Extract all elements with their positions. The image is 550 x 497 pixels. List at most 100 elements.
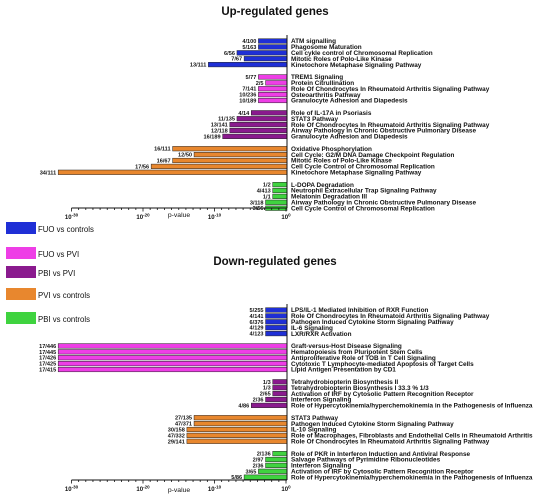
legend-label: PBI vs controls	[38, 315, 90, 324]
up-regulated-panel: 4/100 ATM signalling 5/163 Phagosome Matura…	[40, 35, 490, 221]
count-label: 5/77	[246, 75, 257, 81]
count-label: 2/65	[260, 392, 271, 398]
bar-0-0-4	[208, 62, 288, 68]
count-label: 30/158	[168, 428, 185, 434]
bar-0-3-0	[172, 146, 288, 152]
pathway-label: Role Of Chondrocytes In Rheumatoid Arthr…	[291, 122, 490, 129]
count-label: 3/65	[246, 469, 257, 475]
pathway-label: Pathogen Induced Cytokine Storm Signalin…	[291, 319, 454, 326]
legend-swatch	[6, 288, 36, 300]
pathway-label: IL-10 Signaling	[291, 427, 337, 434]
pathway-label: Role of Macrophages, Fibroblasts and End…	[291, 433, 533, 440]
pathway-label: L-DOPA Degradation	[291, 182, 354, 189]
x-tick-label: 10-10	[208, 212, 222, 221]
pathway-label: LPS/IL-1 Mediated Inhibition of RXR Func…	[291, 307, 428, 314]
count-label: 10/189	[239, 99, 256, 105]
count-label: 34/111	[40, 170, 57, 176]
bar-1-1-4	[57, 366, 288, 373]
count-label: 17/445	[39, 350, 56, 356]
bar-1-3-0	[193, 415, 288, 421]
bar-1-2-4	[251, 402, 288, 408]
count-label: 1/3	[263, 386, 271, 392]
bar-0-0-3	[243, 56, 288, 62]
pathway-label: Salvage Pathways of Pyrimidine Ribonucle…	[291, 457, 441, 464]
pathway-label: Granulocyte Adhesion and Diapedesis	[291, 134, 408, 141]
pathway-label: IL-6 Signaling	[291, 325, 333, 332]
pathway-label: Cytotoxic T Lymphocyte-mediated Apoptosi…	[291, 361, 474, 368]
pathway-label: Role of Hypercytokinemia/hyperchemokinem…	[291, 474, 533, 481]
x-tick-label: 10-30	[65, 212, 79, 221]
count-label: 4/129	[250, 326, 264, 332]
bar-1-0-4	[265, 331, 288, 337]
bar-1-4-4	[243, 474, 288, 480]
count-label: 10/236	[239, 93, 256, 99]
pathway-label: Tetrahydrobiopterin Biosynthesis I 33.3 …	[291, 385, 429, 392]
pathway-label: Hematopoiesis from Pluripotent Stem Cell…	[291, 349, 423, 356]
bar-1-1-0	[57, 343, 288, 349]
bar-1-2-1	[272, 385, 288, 391]
pathway-label: STAT3 Pathway	[291, 116, 338, 123]
legend-label: FUO vs controls	[38, 225, 94, 234]
count-label: 47/371	[175, 422, 192, 428]
count-label: 1/3	[263, 380, 271, 386]
bar-0-2-4	[222, 133, 288, 139]
bar-0-1-4	[258, 97, 288, 104]
pathway-label: Kinetochore Metaphase Signaling Pathway	[291, 170, 422, 177]
legend-swatch	[6, 247, 36, 259]
legend-swatch	[6, 222, 36, 234]
count-label: 5/163	[242, 45, 256, 51]
bar-0-2-1	[236, 116, 288, 122]
pathway-label: Granulocyte Adhesion and Diapedesis	[291, 98, 408, 105]
count-label: 4/123	[250, 332, 264, 338]
count-label: 12/118	[211, 129, 228, 135]
x-tick-label: 10-20	[136, 212, 150, 221]
count-label: 11/135	[218, 117, 235, 123]
chart-title-down: Down-regulated genes	[213, 256, 336, 268]
count-label: 4/14	[238, 111, 250, 117]
pathway-label: Airway Pathology in Chronic Obstructive …	[291, 128, 476, 135]
count-label: 4/100	[242, 39, 256, 45]
pathway-label: LXR/RXR Activation	[291, 331, 352, 338]
count-label: 5/86	[231, 475, 242, 481]
bar-0-1-3	[258, 92, 288, 98]
bar-0-1-1	[265, 80, 288, 86]
pathway-label: Activation of IRF by Cytosolic Pattern R…	[291, 469, 474, 476]
bar-1-1-2	[57, 355, 288, 361]
bar-0-3-4	[57, 169, 288, 175]
bar-0-4-3	[265, 199, 288, 205]
pathway-label: Interferon Signaling	[291, 463, 351, 470]
chart-title-up: Up-regulated genes	[221, 6, 328, 18]
bar-1-0-0	[265, 307, 288, 313]
bar-1-0-1	[265, 313, 288, 319]
pathway-label: Kinetochore Metaphase Signaling Pathway	[291, 62, 422, 69]
pathway-label: Protein Citrullination	[291, 80, 354, 87]
count-label: 17/415	[39, 368, 56, 374]
bar-0-1-2	[258, 86, 288, 92]
x-tick-label: 100	[281, 484, 291, 493]
count-label: 17/426	[39, 356, 56, 362]
pathway-label: Lipid Antigen Presentation by CD1	[291, 367, 396, 374]
bar-1-3-2	[186, 426, 288, 433]
pathway-label: Role of IL-17A in Psoriasis	[291, 110, 372, 117]
legend-label: PVI vs controls	[38, 291, 90, 300]
pathway-label: Role Of Chondrocytes In Rheumatoid Arthr…	[291, 86, 490, 93]
count-label: 5/255	[250, 308, 264, 314]
pathway-label: Graft-versus-Host Disease Signaling	[291, 343, 402, 350]
bar-1-2-0	[272, 379, 288, 385]
count-label: 1/2	[263, 183, 271, 189]
count-label: 3/56	[253, 206, 264, 212]
pathway-label: Role Of Chondrocytes In Rheumatoid Arthr…	[291, 313, 490, 320]
pathway-label: Role Of Chondrocytes In Rheumatoid Arthr…	[291, 439, 490, 446]
pathway-label: Neutrophil Extracellular Trap Signaling …	[291, 188, 437, 195]
count-label: 2/5	[256, 81, 264, 87]
bar-0-3-2	[172, 157, 288, 164]
count-label: 29/141	[168, 439, 185, 445]
bar-0-0-1	[258, 44, 288, 50]
legend: FUO vs controls FUO vs PVI PBI vs PVI PVI v…	[6, 222, 94, 324]
count-label: 4/141	[250, 314, 264, 320]
pathway-label: Interferon Signaling	[291, 397, 351, 404]
count-label: 2/36	[253, 463, 264, 469]
bar-1-3-3	[186, 432, 288, 438]
legend-label: FUO vs PVI	[38, 250, 79, 259]
